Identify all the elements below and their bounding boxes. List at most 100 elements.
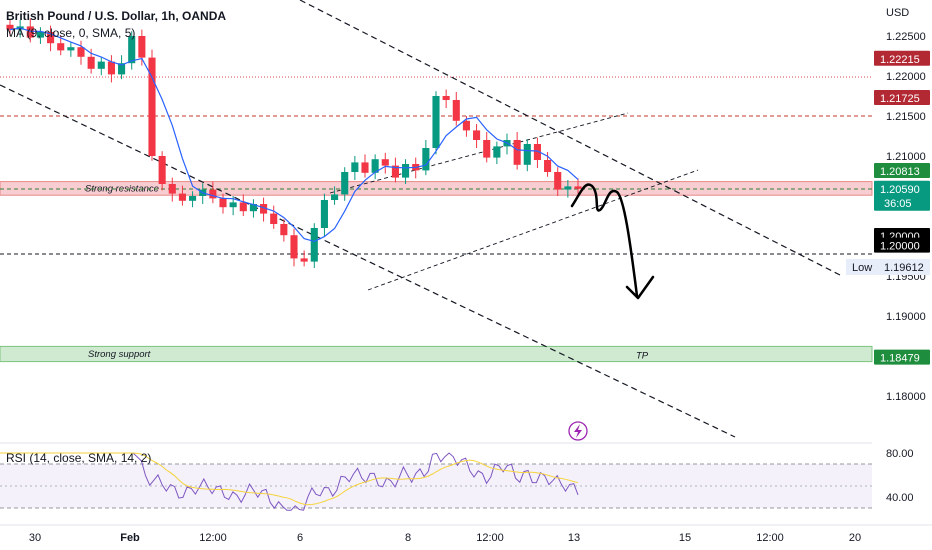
candle-body — [493, 146, 501, 158]
target-label: TP — [636, 350, 649, 361]
zone-0 — [0, 181, 873, 196]
rsi-tick: 80.00 — [886, 448, 914, 460]
price-badge-value: 1.20590 — [880, 184, 920, 196]
candle-body — [138, 36, 146, 58]
time-tick: 20 — [849, 532, 861, 544]
price-badge — [874, 349, 930, 365]
low-label: Low — [852, 262, 872, 274]
time-axis[interactable]: 30 Feb 12:00 6 8 12:00 13 15 12:00 20 — [29, 532, 861, 544]
candle-body — [168, 184, 176, 194]
candle-body — [452, 100, 460, 121]
rising-channel-lower — [367, 169, 699, 291]
candle-body — [118, 63, 126, 75]
candle-body — [320, 200, 328, 228]
currency-label: USD — [886, 7, 909, 19]
candle-body — [351, 162, 359, 172]
symbol-title[interactable]: British Pound / U.S. Dollar, 1h, OANDA — [6, 9, 227, 23]
candle-body — [391, 165, 399, 178]
time-tick: 13 — [568, 532, 580, 544]
candle-body — [260, 204, 268, 214]
price-axis[interactable]: 1.225001.220001.215001.210001.205001.200… — [886, 31, 926, 403]
rsi-indicator-label[interactable]: RSI (14, close, SMA, 14, 2) — [6, 451, 152, 465]
price-badge — [874, 162, 930, 178]
candle-body — [432, 96, 440, 148]
price-badge-value: 1.18479 — [880, 353, 920, 365]
rsi-ma-line — [0, 452, 579, 506]
rsi-pane — [0, 442, 872, 511]
candle-body — [442, 96, 450, 100]
candle-body — [178, 193, 186, 201]
candle-body — [574, 186, 582, 189]
time-tick: 8 — [405, 532, 411, 544]
candle-body — [97, 61, 105, 69]
rsi-axis: 80.00 40.00 — [886, 448, 914, 504]
ma-indicator-label[interactable]: MA (9, close, 0, SMA, 5) — [6, 26, 136, 40]
price-badge — [874, 180, 930, 211]
candle-body — [371, 159, 379, 173]
candle-body — [554, 172, 562, 190]
candle-body — [290, 235, 298, 259]
candle-body — [209, 189, 217, 199]
zone-label-1: Strong support — [88, 349, 151, 360]
candle-body — [47, 32, 55, 44]
time-tick: 12:00 — [476, 532, 504, 544]
candle-body — [462, 120, 470, 131]
candle-body — [483, 140, 491, 158]
candle-body — [422, 148, 430, 171]
candle-body — [189, 196, 197, 201]
candle-body — [148, 57, 156, 156]
candle-body — [270, 213, 278, 224]
price-tick: 1.19000 — [886, 311, 926, 323]
time-tick: 15 — [679, 532, 691, 544]
time-tick: 12:00 — [199, 532, 227, 544]
candles-layer — [6, 18, 582, 268]
price-tick: 1.21500 — [886, 111, 926, 123]
candle-body — [402, 164, 410, 178]
price-badge-value: 1.21725 — [880, 93, 920, 105]
time-tick: 12:00 — [756, 532, 784, 544]
candle-body — [229, 202, 237, 208]
zone-1 — [0, 345, 873, 363]
candle-body — [77, 47, 85, 57]
candle-body — [361, 162, 369, 173]
candle-body — [331, 194, 339, 200]
candle-body — [473, 130, 481, 140]
candle-body — [26, 26, 34, 38]
low-value: 1.19612 — [884, 262, 924, 274]
candle-body — [36, 32, 44, 38]
price-badges: 1.22215 1.21725 1.20813 1.20590 36:05 1.20000… — [846, 50, 930, 365]
candle-body — [239, 202, 247, 212]
lower-channel-line — [0, 84, 736, 438]
price-tick: 1.22000 — [886, 71, 926, 83]
time-tick: Feb — [120, 532, 140, 544]
lightning-icon[interactable] — [568, 421, 588, 441]
candle-body — [107, 61, 115, 75]
moving-average-line — [9, 27, 579, 243]
forecast-arrowhead — [625, 275, 655, 300]
price-badge — [874, 50, 930, 66]
price-tick: 1.21000 — [886, 151, 926, 163]
candle-body — [87, 56, 95, 69]
price-badge-value: 1.20813 — [880, 166, 920, 178]
candle-body — [280, 224, 288, 236]
candle-body — [533, 144, 541, 160]
price-badge-value: 1.20000 — [880, 241, 920, 253]
candle-body — [158, 156, 166, 184]
price-badge — [874, 237, 930, 253]
time-tick: 30 — [29, 532, 41, 544]
rising-channel-upper — [329, 112, 629, 194]
price-badge — [874, 90, 930, 105]
candle-body — [6, 24, 14, 30]
candle-body — [128, 36, 136, 64]
price-badge-countdown: 36:05 — [884, 198, 912, 210]
candle-body — [544, 160, 552, 172]
rsi-tick: 40.00 — [886, 492, 914, 504]
candle-body — [310, 228, 318, 262]
candle-body — [523, 144, 531, 165]
candle-body — [513, 140, 521, 165]
candle-body — [564, 186, 572, 190]
candle-body — [67, 47, 75, 51]
price-badge-value: 1.22215 — [880, 54, 920, 66]
